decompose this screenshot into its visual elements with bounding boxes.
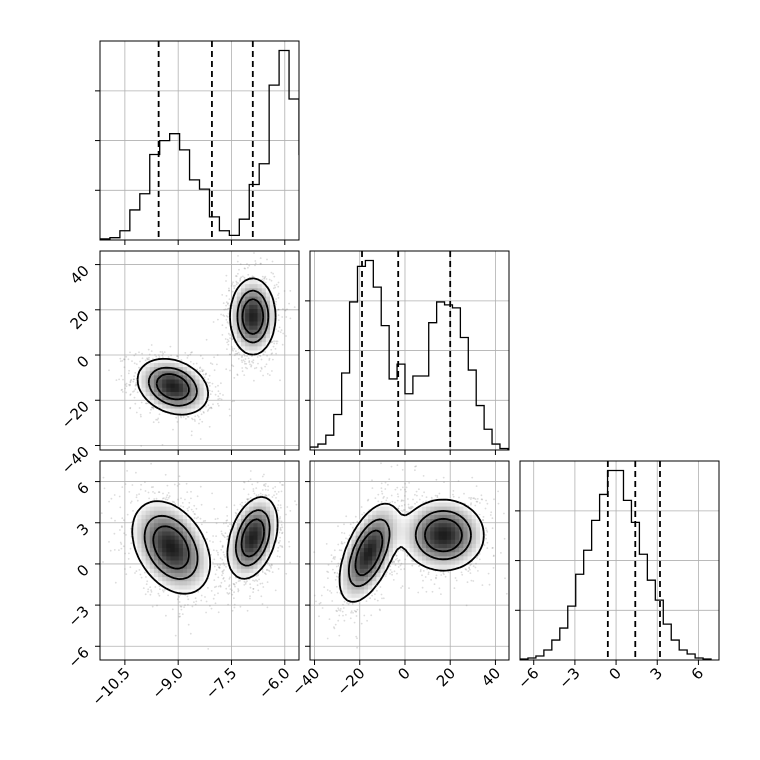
- contour-level: [136, 277, 277, 416]
- axes-frame: [99, 250, 300, 451]
- density-panel-p1-p2: −40 −20 0 20 40: [288, 460, 510, 699]
- y-tick-label: 40: [67, 262, 93, 288]
- axes-frame: [309, 250, 510, 451]
- x-tick-label: −6: [514, 664, 542, 692]
- x-tick-label: −20: [333, 664, 368, 699]
- axes-frame: [309, 460, 510, 661]
- x-tick-label: 0: [605, 664, 624, 683]
- y-tick-label: −6: [64, 643, 92, 671]
- histogram-p0: [95, 40, 300, 245]
- y-tick-label: −20: [58, 397, 93, 432]
- x-tick-label: −40: [288, 664, 323, 699]
- axes-frame: [519, 460, 720, 661]
- histogram-steps: [520, 469, 712, 660]
- histogram-steps: [310, 259, 509, 450]
- x-tick-label: 20: [433, 664, 459, 690]
- x-tick-label: 40: [478, 664, 504, 690]
- contour-level: [131, 496, 279, 595]
- x-tick-label: −10.5: [88, 664, 133, 709]
- x-tick-label: −6.0: [255, 664, 293, 702]
- x-tick-label: 6: [688, 664, 707, 683]
- x-tick-label: −3: [555, 664, 583, 692]
- contour-lines: [338, 498, 485, 603]
- y-tick-label: 6: [73, 479, 92, 498]
- contour-level: [155, 298, 265, 401]
- y-tick-label: 0: [73, 561, 92, 580]
- density-panel-p0-p2: −10.5 −9.0 −7.5 −6.0 −6 −3 0 3 6: [64, 460, 300, 709]
- y-tick-label: −40: [58, 443, 93, 478]
- contour-lines: [136, 277, 277, 416]
- density-shading: [339, 498, 485, 603]
- x-tick-label: 0: [394, 664, 413, 683]
- axes-frame: [99, 460, 300, 661]
- x-tick-label: −7.5: [202, 664, 240, 702]
- contour-level: [354, 517, 463, 576]
- y-tick-label: 20: [67, 307, 93, 333]
- y-tick-label: −3: [64, 602, 92, 630]
- histogram-steps: [100, 49, 299, 240]
- contour-lines: [131, 496, 279, 595]
- axes-frame: [99, 40, 300, 241]
- x-tick-label: 3: [647, 664, 666, 683]
- y-tick-label: 0: [73, 352, 92, 371]
- contour-level: [143, 509, 271, 580]
- contour-level: [338, 498, 485, 603]
- histogram-p2: −6 −3 0 3 6: [514, 460, 720, 692]
- contour-level: [152, 518, 265, 570]
- contour-level: [348, 510, 472, 588]
- histogram-p1: [305, 250, 510, 455]
- y-tick-label: 3: [73, 520, 92, 539]
- x-tick-label: −9.0: [149, 664, 187, 702]
- contour-level: [147, 289, 270, 407]
- density-panel-p0-p1: −40 −20 0 20 40: [58, 250, 300, 478]
